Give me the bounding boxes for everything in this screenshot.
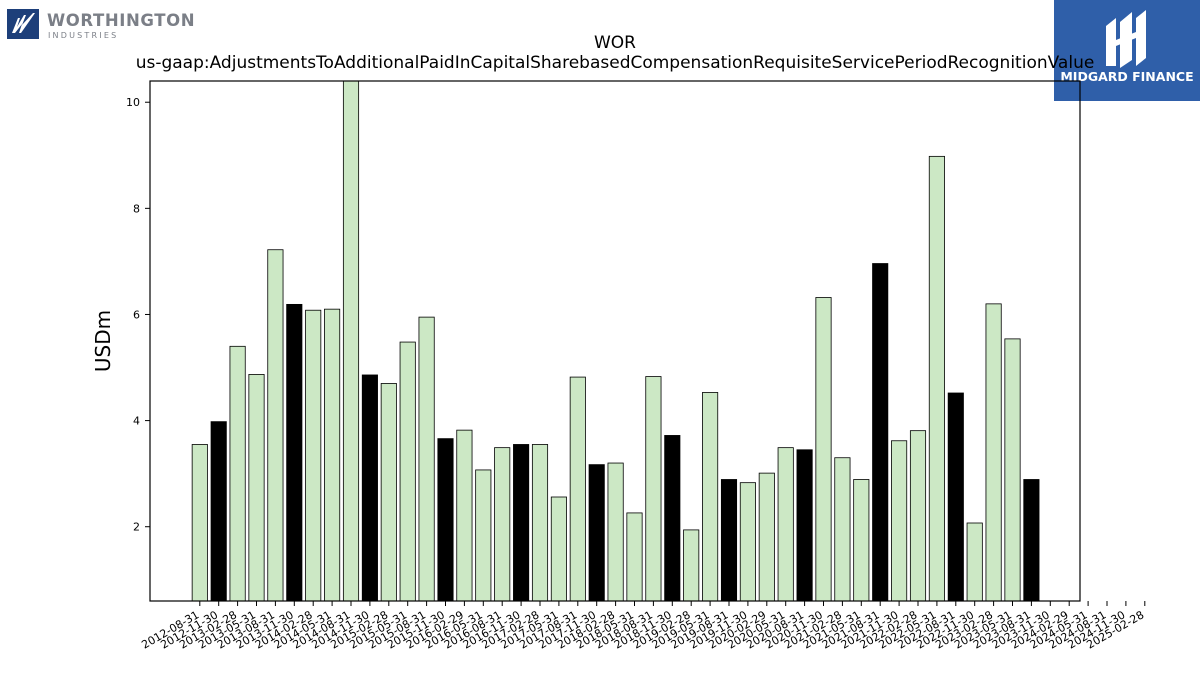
midgard-mark-icon	[1106, 10, 1146, 68]
y-ticks-group: 2 4 6 8 10	[126, 96, 150, 534]
bar	[777, 447, 794, 602]
chart-title: WOR	[594, 33, 636, 53]
bar	[966, 522, 983, 602]
y-tick-label: 2	[133, 521, 140, 534]
midgard-logo-name: MIDGARD FINANCE	[1060, 69, 1194, 84]
bar	[815, 297, 832, 602]
bar	[191, 444, 208, 602]
bar	[872, 263, 889, 602]
y-tick-label: 10	[126, 96, 140, 109]
bar	[267, 249, 284, 602]
bar	[928, 155, 945, 602]
bar	[607, 462, 624, 602]
bar	[683, 529, 700, 602]
bar	[985, 303, 1002, 602]
bar	[248, 374, 265, 602]
worthington-logo-sub: INDUSTRIES	[48, 31, 119, 40]
bar	[286, 303, 303, 602]
worthington-logo: WORTHINGTON INDUSTRIES	[5, 8, 195, 42]
bar	[550, 496, 567, 602]
bar	[229, 345, 246, 602]
y-tick-label: 8	[133, 202, 140, 215]
bar	[853, 479, 870, 602]
bar	[418, 316, 435, 602]
bar	[1004, 338, 1021, 602]
y-tick-label: 4	[133, 415, 140, 428]
x-ticks-group: 2012-08-312012-11-302013-02-282013-05-31…	[139, 601, 1146, 652]
y-tick-label: 6	[133, 308, 140, 321]
bar	[1023, 479, 1040, 602]
bar	[758, 472, 775, 602]
chart-subtitle: us-gaap:AdjustmentsToAdditionalPaidInCap…	[136, 53, 1095, 73]
bar	[456, 429, 473, 602]
bar	[513, 444, 530, 602]
worthington-mark-icon	[7, 9, 39, 39]
plot-frame	[149, 80, 1081, 602]
bar	[796, 449, 813, 602]
y-axis-label: USDm	[91, 310, 115, 372]
bars-group	[191, 80, 1040, 602]
bar	[531, 444, 549, 602]
bar	[645, 376, 662, 602]
bar	[702, 392, 719, 602]
bar	[380, 383, 397, 602]
bar	[342, 80, 360, 602]
bar	[399, 341, 416, 602]
bar	[324, 308, 341, 602]
worthington-logo-name: WORTHINGTON	[47, 11, 196, 30]
bar	[664, 435, 681, 602]
bar	[494, 447, 511, 602]
bar	[437, 438, 454, 602]
bar	[834, 457, 851, 602]
bar	[305, 309, 322, 602]
bar	[720, 479, 738, 602]
bar	[909, 430, 927, 602]
bar	[569, 376, 586, 602]
bar	[891, 440, 908, 602]
bar	[361, 374, 378, 602]
bar	[475, 469, 492, 602]
bar	[210, 421, 227, 602]
bar	[739, 482, 756, 602]
midgard-finance-logo: MIDGARD FINANCE	[1054, 0, 1200, 101]
bar	[588, 464, 605, 602]
bar	[947, 392, 964, 602]
bar	[626, 512, 643, 602]
